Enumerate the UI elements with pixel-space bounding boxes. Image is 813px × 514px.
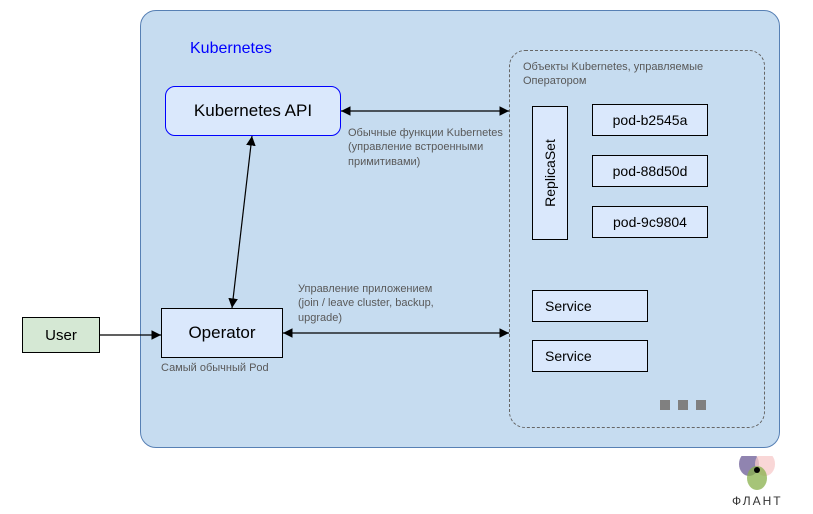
operator-box: Operator: [161, 308, 283, 358]
replicaset-box: ReplicaSet: [532, 106, 568, 240]
service-box: Service: [532, 290, 648, 322]
user-label: User: [45, 327, 77, 344]
pod-label: pod-9c9804: [613, 214, 687, 230]
objects-group-title: Объекты Kubernetes, управляемые Оператор…: [523, 60, 751, 89]
user-box: User: [22, 317, 100, 353]
pod-box: pod-9c9804: [592, 206, 708, 238]
service-label: Service: [545, 298, 592, 314]
ellipsis-icon: [660, 400, 706, 410]
kubernetes-api-box: Kubernetes API: [165, 86, 341, 136]
replicaset-label: ReplicaSet: [542, 139, 558, 207]
service-box: Service: [532, 340, 648, 372]
kubernetes-api-label: Kubernetes API: [194, 101, 312, 121]
pod-box: pod-b2545a: [592, 104, 708, 136]
edge-label: Управление приложением(join / leave clus…: [298, 282, 434, 325]
edge-label: Обычные функции Kubernetes(управление вс…: [348, 126, 503, 169]
pod-box: pod-88d50d: [592, 155, 708, 187]
pod-label: pod-b2545a: [613, 112, 688, 128]
pod-label: pod-88d50d: [613, 163, 688, 179]
operator-label: Operator: [188, 323, 255, 343]
operator-sublabel: Самый обычный Pod: [161, 362, 269, 374]
kubernetes-label: Kubernetes: [190, 40, 272, 58]
flant-logo: ФЛАНТ: [732, 456, 783, 508]
service-label: Service: [545, 348, 592, 364]
